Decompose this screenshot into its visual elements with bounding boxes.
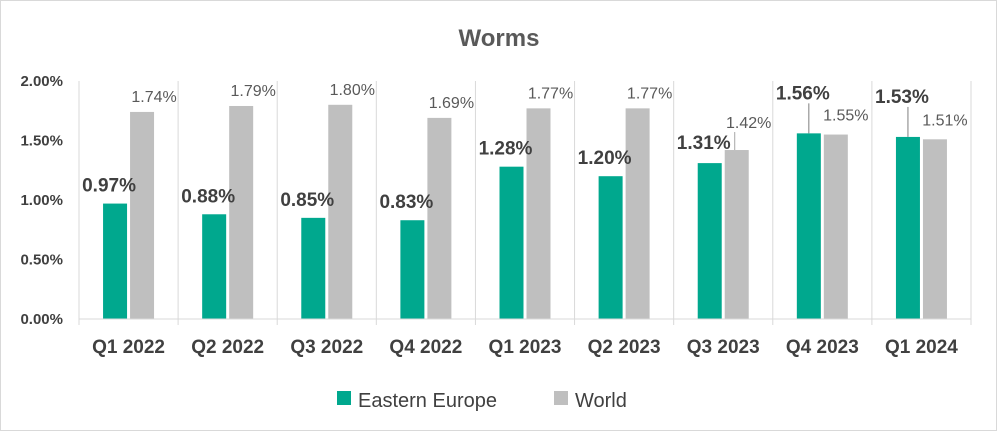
bar-eastern-europe: [400, 220, 425, 319]
x-category-label: Q2 2022: [191, 337, 264, 358]
x-category-label: Q1 2024: [885, 337, 958, 358]
bar-world: [526, 108, 551, 320]
bar-eastern-europe: [103, 203, 128, 319]
data-label-world: 1.77%: [528, 85, 573, 102]
x-category-label: Q4 2022: [389, 337, 462, 358]
bar-world: [823, 134, 848, 319]
y-tick-label: 1.50%: [20, 133, 63, 150]
bar-eastern-europe: [301, 217, 326, 319]
bar-eastern-europe: [598, 176, 623, 319]
x-category-label: Q1 2023: [489, 337, 562, 358]
data-label-world: 1.80%: [330, 82, 375, 99]
bar-world: [427, 117, 452, 319]
bar-eastern-europe: [697, 163, 722, 319]
data-label-world: 1.79%: [230, 83, 275, 100]
legend-label-eastern-europe: Eastern Europe: [358, 390, 497, 412]
chart-title: Worms: [459, 25, 540, 52]
legend-label-world: World: [575, 390, 627, 412]
data-label-eastern-europe: 0.88%: [181, 186, 235, 207]
data-label-eastern-europe: 1.53%: [875, 87, 929, 108]
bar-world: [229, 105, 254, 320]
data-label-eastern-europe: 1.56%: [776, 83, 830, 104]
data-label-world: 1.77%: [627, 85, 672, 102]
data-label-eastern-europe: 0.85%: [280, 190, 334, 211]
bar-world: [130, 111, 155, 319]
legend-swatch-eastern-europe: [337, 391, 351, 405]
grid-layer: [78, 81, 972, 325]
x-category-label: Q4 2023: [786, 337, 859, 358]
legend-swatch-world: [554, 391, 568, 405]
x-category-label: Q3 2022: [290, 337, 363, 358]
bars-layer: [103, 104, 947, 320]
x-category-label: Q2 2023: [588, 337, 661, 358]
y-tick-label: 2.00%: [20, 73, 63, 90]
bar-world: [922, 139, 947, 319]
x-category-label: Q3 2023: [687, 337, 760, 358]
bar-eastern-europe: [499, 166, 524, 319]
data-label-world: 1.69%: [429, 95, 474, 112]
bar-eastern-europe: [202, 214, 227, 319]
bar-eastern-europe: [895, 136, 920, 319]
data-label-world: 1.42%: [726, 115, 771, 132]
y-tick-label: 1.00%: [20, 192, 63, 209]
bar-eastern-europe: [796, 133, 821, 319]
data-label-world: 1.55%: [823, 108, 868, 125]
y-tick-label: 0.50%: [20, 252, 63, 269]
y-tick-label: 0.00%: [20, 311, 63, 328]
data-labels-layer: 0.97% 1.74% 0.88% 1.79% 0.85% 1.80% 0.83% 1.69%…: [82, 82, 968, 213]
data-label-eastern-europe: 1.28%: [479, 139, 533, 160]
data-label-eastern-europe: 1.31%: [677, 133, 731, 154]
axis-layer: 0.00% 0.50% 1.00% 1.50% 2.00% Q1 2022 Q2 2022 Q…: [20, 73, 971, 358]
bar-world: [328, 104, 353, 319]
data-label-eastern-europe: 0.83%: [379, 192, 433, 213]
x-category-label: Q1 2022: [92, 337, 165, 358]
data-label-eastern-europe: 0.97%: [82, 176, 136, 197]
legend: Eastern Europe World: [337, 390, 627, 412]
data-label-eastern-europe: 1.20%: [578, 148, 632, 169]
data-label-world: 1.51%: [922, 112, 967, 129]
bar-world: [724, 150, 749, 319]
bar-world: [625, 108, 650, 320]
data-label-world: 1.74%: [131, 89, 176, 106]
